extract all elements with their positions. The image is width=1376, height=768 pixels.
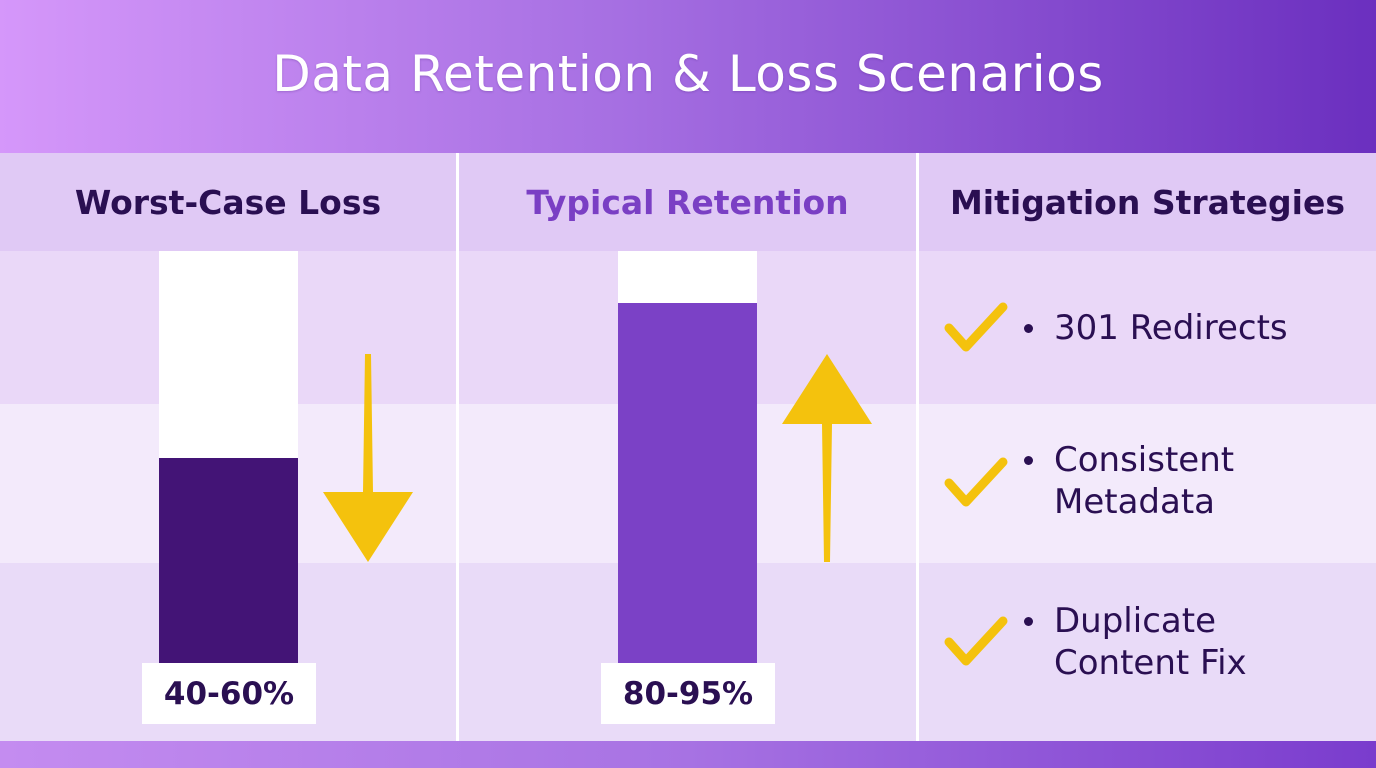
bar-typical-retention bbox=[618, 302, 757, 664]
value-label-worst-case: 40-60% bbox=[142, 663, 316, 724]
bar-track-worst-case bbox=[159, 251, 298, 664]
arrow-down-icon bbox=[323, 354, 413, 562]
check-icon bbox=[944, 457, 1008, 507]
column-heading-typical-retention: Typical Retention bbox=[526, 182, 849, 222]
page-title: Data Retention & Loss Scenarios bbox=[272, 44, 1104, 103]
check-icon bbox=[944, 616, 1008, 666]
bullet-dot bbox=[1024, 617, 1033, 626]
column-divider-1 bbox=[456, 153, 459, 741]
column-heading-mitigation: Mitigation Strategies bbox=[949, 182, 1346, 222]
mitigation-item-metadata: Consistent Metadata bbox=[1054, 440, 1235, 522]
mitigation-item-duplicate-content: Duplicate Content Fix bbox=[1054, 601, 1247, 683]
value-label-typical-retention: 80-95% bbox=[601, 663, 775, 724]
bar-worst-case-loss bbox=[159, 457, 298, 664]
column-heading-worst-case: Worst-Case Loss bbox=[74, 182, 382, 222]
title-banner: Data Retention & Loss Scenarios bbox=[0, 0, 1376, 153]
bullet-dot bbox=[1024, 456, 1033, 465]
header-row-band bbox=[0, 153, 1376, 251]
arrow-up-icon bbox=[782, 354, 872, 562]
footer-band bbox=[0, 741, 1376, 768]
mitigation-item-redirects: 301 Redirects bbox=[1054, 308, 1288, 348]
bullet-dot bbox=[1024, 324, 1033, 333]
bar-track-typical-retention bbox=[618, 251, 757, 664]
column-divider-2 bbox=[916, 153, 919, 741]
check-icon bbox=[944, 302, 1008, 352]
